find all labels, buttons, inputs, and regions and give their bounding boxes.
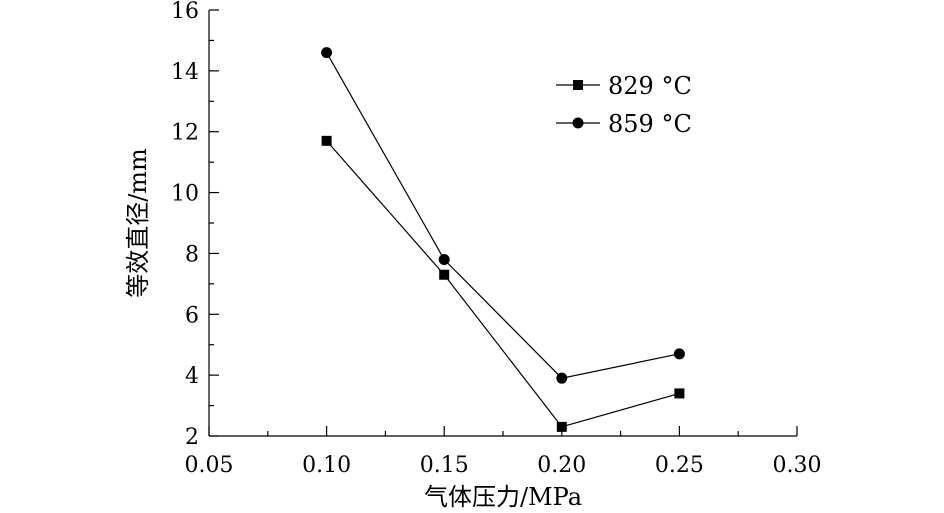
series-line xyxy=(326,140,680,428)
y-tick-label: 8 xyxy=(185,242,199,267)
data-point-square xyxy=(674,388,685,399)
x-tick-label: 0.20 xyxy=(537,453,586,478)
data-point-circle xyxy=(673,348,685,360)
series-line xyxy=(326,52,680,379)
x-tick-label: 0.25 xyxy=(655,453,704,478)
data-point-square xyxy=(321,135,332,146)
y-tick-label: 16 xyxy=(171,0,199,24)
data-point-circle xyxy=(321,47,333,59)
axes: 2 4 6 8 10 12 14 16 0.05 0.10 0.15 0.20 0.25 0.30 xyxy=(171,0,821,478)
data-point-square xyxy=(556,421,567,432)
x-tick-label: 0.30 xyxy=(773,453,822,478)
legend-label: 829 °C xyxy=(608,72,692,100)
y-tick-label: 14 xyxy=(171,60,199,85)
series-1 xyxy=(321,135,685,432)
series-layer xyxy=(321,47,685,432)
legend-marker xyxy=(573,80,583,90)
x-tick-label: 0.05 xyxy=(185,453,234,478)
data-point-square xyxy=(439,269,450,280)
x-tick-label: 0.15 xyxy=(420,453,469,478)
legend: 829 °C 859 °C xyxy=(556,72,692,138)
legend-item: 859 °C xyxy=(556,110,692,138)
y-tick-label: 4 xyxy=(185,364,199,389)
legend-item: 829 °C xyxy=(556,72,692,100)
data-point-circle xyxy=(556,372,568,384)
y-tick-label: 2 xyxy=(185,425,199,450)
y-tick-label: 10 xyxy=(171,182,199,207)
legend-marker xyxy=(572,117,584,129)
y-axis-title: 等效直径/mm xyxy=(124,148,152,298)
x-axis-title: 气体压力/MPa xyxy=(424,483,582,511)
data-point-circle xyxy=(438,254,450,266)
x-tick-label: 0.10 xyxy=(302,453,351,478)
series-2 xyxy=(321,47,685,384)
y-tick-label: 12 xyxy=(171,121,199,146)
legend-label: 859 °C xyxy=(608,110,692,138)
y-tick-label: 6 xyxy=(185,303,199,328)
